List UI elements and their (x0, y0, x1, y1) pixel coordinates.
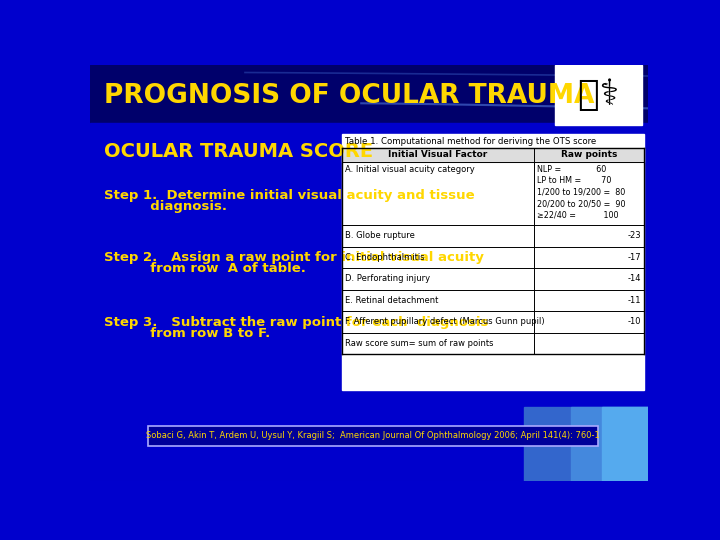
Text: B. Globe rupture: B. Globe rupture (345, 231, 415, 240)
Text: Step 1.  Determine initial visual acuity and tissue: Step 1. Determine initial visual acuity … (104, 189, 474, 202)
Text: 🧑‍⚕️: 🧑‍⚕️ (578, 78, 619, 112)
Bar (90, 65, 648, 123)
Bar (90, 408, 648, 481)
Bar (601, 408, 648, 481)
Text: from row  A of table.: from row A of table. (104, 261, 306, 274)
Text: Sobaci G, Akin T, Ardem U, Uysul Y, Kragiil S;  American Journal Of Ophthalmolog: Sobaci G, Akin T, Ardem U, Uysul Y, Krag… (146, 431, 600, 441)
Text: D. Perforating injury: D. Perforating injury (345, 274, 430, 284)
Text: A. Initial visual acuity category: A. Initial visual acuity category (345, 165, 474, 174)
Bar (90, 123, 648, 408)
Text: diagnosis.: diagnosis. (104, 200, 227, 213)
Bar (524, 408, 648, 481)
Text: E. Retinal detachment: E. Retinal detachment (345, 296, 438, 305)
FancyBboxPatch shape (148, 426, 598, 446)
Text: -14: -14 (628, 274, 641, 284)
Text: -17: -17 (627, 253, 641, 262)
Text: NLP =              60
LP to HM =        70
1/200 to 19/200 =  80
20/200 to 20/50: NLP = 60 LP to HM = 70 1/200 to 19/200 =… (537, 165, 626, 220)
Text: OCULAR TRAUMA SCORE: OCULAR TRAUMA SCORE (104, 143, 373, 161)
Text: Raw points: Raw points (561, 151, 617, 159)
Bar (342, 134, 644, 390)
Text: F. Afferent pupillary defect (Marcus Gunn pupil): F. Afferent pupillary defect (Marcus Gun… (345, 318, 544, 327)
Text: Raw score sum= sum of raw points: Raw score sum= sum of raw points (345, 339, 493, 348)
Bar (570, 408, 648, 481)
Text: PROGNOSIS OF OCULAR TRAUMA: PROGNOSIS OF OCULAR TRAUMA (104, 83, 594, 109)
Bar (555, 65, 642, 125)
Text: Step 2.   Assign a raw point for initial visual acuity: Step 2. Assign a raw point for initial v… (104, 251, 484, 264)
Text: Initial Visual Factor: Initial Visual Factor (388, 151, 487, 159)
Text: -10: -10 (628, 318, 641, 327)
Text: -23: -23 (627, 231, 641, 240)
Text: Step 3.   Subtract the raw point for each  diagnosis: Step 3. Subtract the raw point for each … (104, 316, 488, 329)
Bar (342, 148, 644, 162)
Text: from row B to F.: from row B to F. (104, 327, 270, 340)
Text: Table 1. Computational method for deriving the OTS score: Table 1. Computational method for derivi… (345, 137, 596, 146)
Text: C. Endophthalmitis: C. Endophthalmitis (345, 253, 425, 262)
Text: -11: -11 (628, 296, 641, 305)
